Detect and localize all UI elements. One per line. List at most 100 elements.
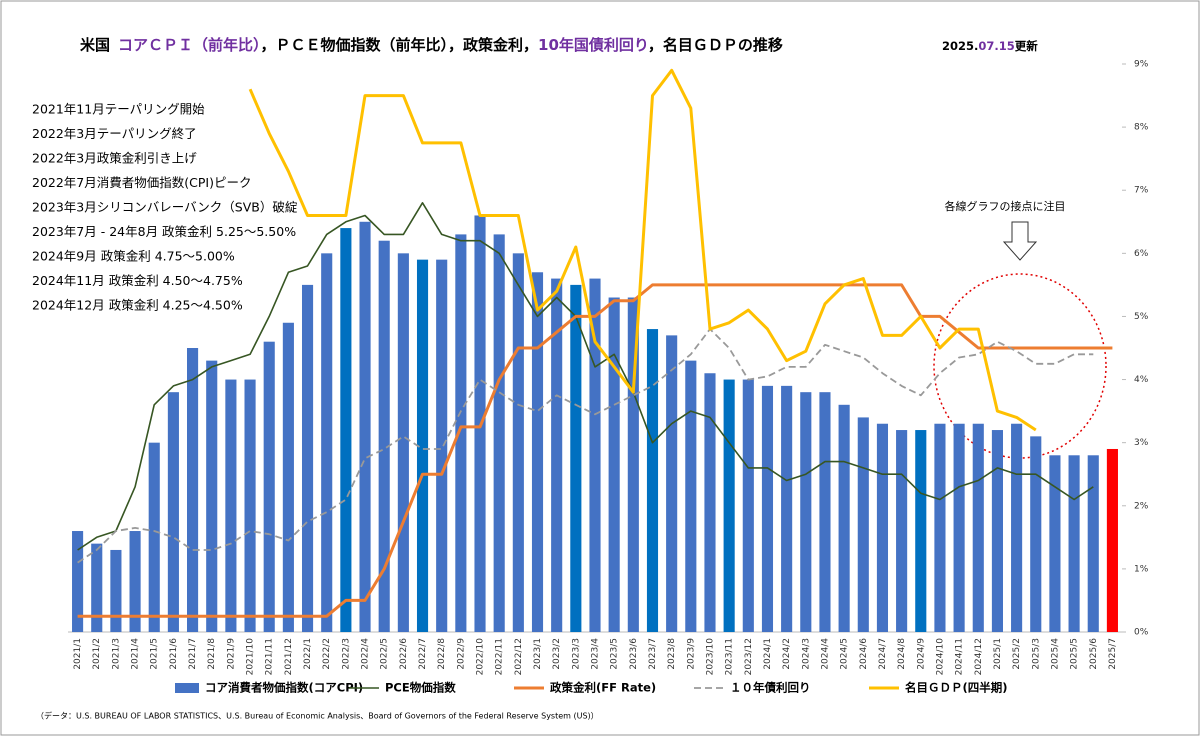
x-tick-label: 2022/2	[322, 638, 332, 670]
y-tick-label: 8%	[1134, 123, 1149, 133]
title-part: ，名目ＧＤＰの推移	[648, 36, 783, 54]
y-tick-label: 4%	[1134, 375, 1149, 385]
x-tick-label: 2021/12	[284, 638, 294, 675]
callout-text: 各線グラフの接点に注目	[945, 199, 1066, 213]
bar	[915, 430, 927, 632]
x-tick-label: 2021/6	[169, 638, 179, 670]
annotation: 2023年7月 - 24年8月 政策金利 5.25～5.50%	[32, 224, 296, 239]
source-note: （データ：U.S. BUREAU OF LABOR STATISTICS、U.S…	[36, 711, 599, 721]
x-tick-label: 2024/3	[801, 638, 811, 670]
callout-circle	[933, 273, 1107, 459]
annotation: 2024年9月 政策金利 4.75～5.00%	[32, 249, 235, 264]
x-tick-label: 2025/5	[1070, 638, 1080, 670]
x-tick-label: 2024/2	[782, 638, 792, 670]
line-series	[248, 68, 1037, 432]
legend-label: １０年債利回り	[730, 681, 811, 695]
bar	[110, 549, 122, 632]
bar	[531, 272, 544, 632]
x-tick-label: 2023/2	[552, 638, 562, 670]
bar	[1030, 436, 1042, 632]
x-tick-label: 2021/5	[150, 638, 160, 670]
y-tick-label: 5%	[1134, 312, 1149, 322]
bar	[493, 234, 505, 632]
x-tick-label: 2025/3	[1031, 638, 1041, 670]
x-tick-label: 2024/12	[974, 638, 984, 675]
annotation: 2022年3月テーパリング終了	[32, 126, 197, 141]
bar	[206, 360, 218, 632]
x-tick-label: 2021/3	[111, 638, 121, 670]
bar	[397, 253, 409, 633]
x-tick-label: 2024/1	[763, 638, 773, 670]
bar	[819, 392, 831, 632]
x-tick-label: 2025/1	[993, 638, 1003, 670]
line-series	[77, 328, 1094, 564]
x-tick-label: 2021/8	[207, 638, 217, 670]
x-tick-label: 2023/10	[705, 638, 715, 676]
bar	[551, 278, 563, 632]
bar	[646, 329, 659, 632]
x-tick-label: 2022/5	[380, 638, 390, 670]
bar	[436, 259, 448, 632]
bar	[301, 284, 314, 632]
bar	[1068, 455, 1080, 632]
x-tick-label: 2025/4	[1050, 638, 1060, 670]
x-tick-label: 2022/6	[399, 638, 409, 670]
legend-label: 政策金利(FF Rate)	[550, 681, 656, 695]
x-tick-label: 2024/7	[878, 638, 888, 670]
bar	[225, 379, 237, 632]
bar	[340, 228, 352, 633]
y-tick-label: 3%	[1134, 438, 1149, 448]
bar	[1087, 455, 1099, 632]
bar	[321, 253, 333, 633]
bar	[685, 360, 697, 632]
callout-arrow	[1002, 221, 1038, 261]
title-part: 07.15	[978, 39, 1014, 53]
x-tick-label: 2023/3	[571, 638, 581, 670]
bar	[359, 221, 371, 632]
bar	[244, 379, 256, 632]
legend-label: 名目ＧＤＰ(四半期)	[905, 681, 1008, 695]
annotation: 2023年3月シリコンバレーバンク（SVB）破綻	[32, 200, 298, 215]
line-series	[77, 283, 1113, 618]
x-tick-label: 2022/12	[514, 638, 524, 675]
bar	[704, 373, 716, 632]
title-part: 2025.	[942, 39, 978, 53]
x-tick-label: 2024/8	[897, 638, 907, 670]
bar	[953, 423, 965, 632]
x-tick-label: 2024/5	[840, 638, 850, 670]
line-series	[77, 202, 1094, 551]
x-tick-label: 2023/11	[725, 638, 735, 675]
x-tick-label: 2025/6	[1089, 638, 1099, 670]
x-tick-label: 2025/7	[1108, 638, 1118, 670]
legend-label: コア消費者物価指数(コアCPI)	[205, 681, 363, 695]
bar	[857, 417, 869, 632]
annotation: 2021年11月テーパリング開始	[32, 102, 205, 117]
y-tick-label: 1%	[1134, 564, 1149, 574]
y-tick-label: 7%	[1134, 186, 1149, 196]
x-tick-label: 2022/11	[495, 638, 505, 675]
x-tick-label: 2022/3	[341, 638, 351, 670]
bar	[589, 278, 601, 632]
bar	[416, 259, 429, 632]
y-tick-label: 0%	[1134, 628, 1149, 638]
chart-title: 米国 コアＣＰＩ（前年比），ＰＣＥ物価指数（前年比），政策金利，10年国債利回り，…	[80, 36, 783, 54]
bar	[167, 392, 179, 632]
bar	[282, 322, 294, 632]
x-tick-label: 2023/4	[591, 638, 601, 670]
legend-swatch	[175, 683, 199, 693]
x-tick-label: 2024/4	[820, 638, 830, 670]
bar	[781, 385, 793, 632]
x-tick-label: 2022/10	[476, 638, 486, 676]
legend-label: PCE物価指数	[385, 681, 456, 695]
bar	[972, 423, 984, 632]
x-tick-label: 2022/1	[303, 638, 313, 670]
x-tick-label: 2024/10	[935, 638, 945, 676]
x-tick-label: 2024/11	[955, 638, 965, 675]
x-tick-label: 2022/7	[418, 638, 428, 670]
x-tick-label: 2023/8	[667, 638, 677, 670]
x-tick-label: 2021/1	[73, 638, 83, 670]
bar	[455, 234, 467, 632]
bar	[761, 385, 774, 632]
bar	[666, 335, 678, 632]
bar	[800, 392, 812, 632]
